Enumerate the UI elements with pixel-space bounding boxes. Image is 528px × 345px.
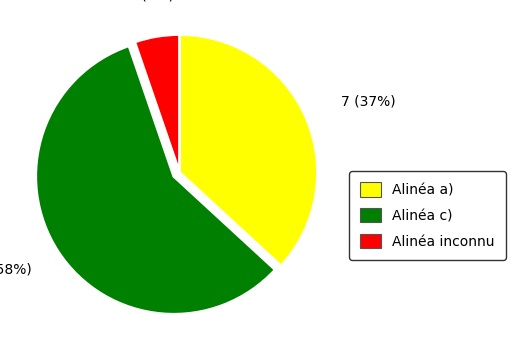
- Text: 1 (5%): 1 (5%): [128, 0, 174, 2]
- Legend: Alinéa a), Alinéa c), Alinéa inconnu: Alinéa a), Alinéa c), Alinéa inconnu: [350, 171, 506, 260]
- Wedge shape: [180, 34, 317, 266]
- Text: 11 (58%): 11 (58%): [0, 262, 32, 276]
- Wedge shape: [36, 46, 275, 314]
- Wedge shape: [135, 34, 180, 172]
- Text: 7 (37%): 7 (37%): [341, 95, 396, 109]
